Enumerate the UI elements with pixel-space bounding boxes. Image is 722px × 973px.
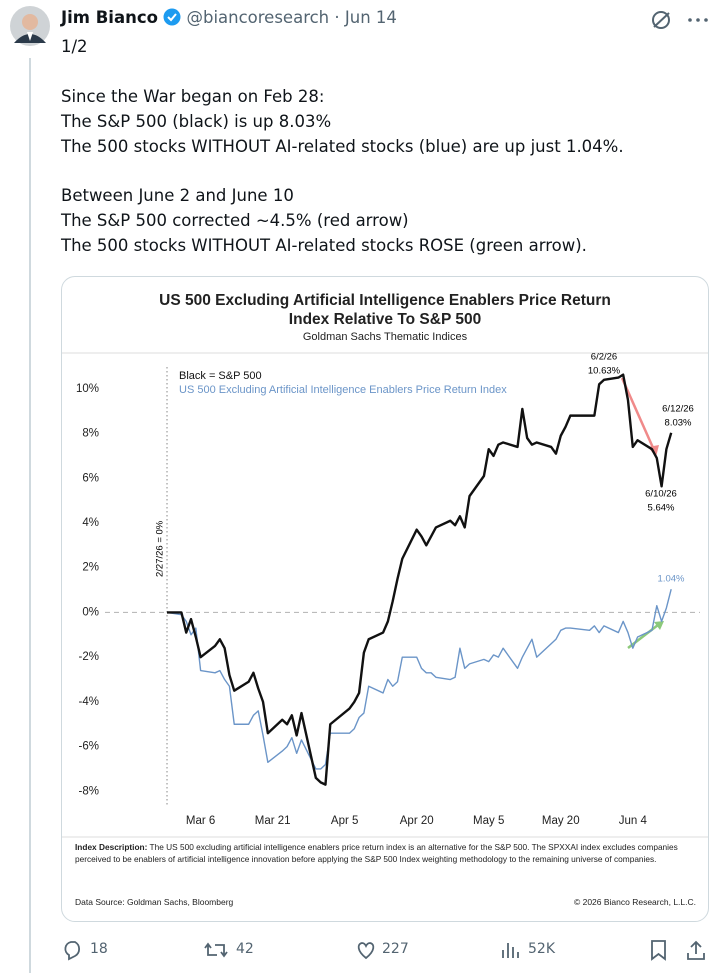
- verified-badge: [163, 8, 181, 26]
- reply-count[interactable]: 18: [90, 941, 108, 957]
- y-tick-label: 2%: [82, 562, 99, 574]
- reply-icon[interactable]: [61, 939, 85, 961]
- handle[interactable]: @biancoresearch: [186, 8, 330, 27]
- thread-line: [29, 58, 31, 973]
- x-tick-label: May 20: [542, 815, 580, 827]
- description-label: Index Description:: [75, 842, 148, 852]
- tweet-date[interactable]: Jun 14: [344, 8, 397, 27]
- tweet-text: Between June 2 and June 10: [61, 186, 294, 205]
- y-tick-label: 6%: [82, 472, 99, 484]
- annotation: 6/2/26: [591, 352, 617, 363]
- chart-subtitle: Goldman Sachs Thematic Indices: [302, 331, 468, 343]
- annotation: 1.04%: [658, 574, 685, 585]
- x-tick-label: May 5: [473, 815, 504, 827]
- annotation: 5.64%: [648, 503, 675, 514]
- like-count[interactable]: 227: [382, 941, 409, 957]
- chart-title: US 500 Excluding Artificial Intelligence…: [159, 292, 611, 328]
- repost-count[interactable]: 42: [236, 941, 254, 957]
- series-line: [167, 373, 673, 786]
- x-tick-label: Mar 21: [255, 815, 291, 827]
- x-tick-label: Apr 20: [400, 815, 434, 827]
- y-tick-label: 10%: [76, 383, 99, 395]
- tweet-text: Since the War began on Feb 28:: [61, 87, 325, 106]
- chart: Black = S&P 500 US 500 Excluding Artific…: [62, 352, 708, 838]
- annotation: 8.03%: [665, 418, 692, 429]
- source: Data Source: Goldman Sachs, Bloomberg: [75, 897, 234, 907]
- y-tick-label: -8%: [79, 785, 99, 797]
- legend-entry: US 500 Excluding Artificial Intelligence…: [179, 384, 507, 396]
- annotation: 6/10/26: [645, 489, 677, 500]
- bookmark-icon[interactable]: [649, 939, 669, 961]
- description-text: The US 500 excluding artificial intellig…: [75, 842, 678, 864]
- copyright: © 2026 Bianco Research, L.L.C.: [573, 897, 696, 907]
- separator: ·: [329, 8, 345, 27]
- repost-icon[interactable]: [203, 939, 229, 961]
- y-tick-label: 0%: [82, 606, 99, 618]
- y-tick-label: 4%: [82, 517, 99, 529]
- legend-entry: Black = S&P 500: [179, 370, 262, 382]
- annotation: 6/12/26: [662, 404, 694, 415]
- y-tick-label: -2%: [79, 651, 99, 663]
- tweet-text: The S&P 500 (black) is up 8.03%: [61, 112, 332, 131]
- series-line: [166, 588, 672, 770]
- x-tick-label: Jun 4: [619, 815, 648, 827]
- views-icon[interactable]: [500, 940, 520, 960]
- like-icon[interactable]: [355, 940, 377, 960]
- header-icons[interactable]: [650, 9, 712, 31]
- avatar[interactable]: [9, 5, 51, 47]
- y-tick-label: -4%: [79, 696, 99, 708]
- green-arrow: [627, 621, 664, 649]
- views-count[interactable]: 52K: [528, 941, 555, 957]
- author-name[interactable]: Jim Bianco: [61, 8, 158, 27]
- x-tick-label: Apr 5: [331, 815, 359, 827]
- x-tick-label: Mar 6: [186, 815, 215, 827]
- y-tick-label: 8%: [82, 428, 99, 440]
- tweet-text: The S&P 500 corrected ~4.5% (red arrow): [61, 211, 409, 230]
- red-arrow: [620, 377, 659, 457]
- share-icon[interactable]: [685, 939, 707, 961]
- annotation: 10.63%: [588, 366, 621, 377]
- tweet-text: The 500 stocks WITHOUT AI-related stocks…: [61, 236, 587, 255]
- tweet-text: 1/2: [61, 37, 88, 56]
- chart-card[interactable]: US 500 Excluding Artificial Intelligence…: [61, 276, 709, 922]
- description: Index Description: The US 500 excluding …: [75, 842, 695, 865]
- tweet-text: The 500 stocks WITHOUT AI-related stocks…: [61, 137, 624, 156]
- annotation: 2/27/26 = 0%: [155, 520, 166, 577]
- y-tick-label: -6%: [79, 741, 99, 753]
- tweet-header: Jim Bianco @biancoresearch · Jun 14: [61, 8, 397, 27]
